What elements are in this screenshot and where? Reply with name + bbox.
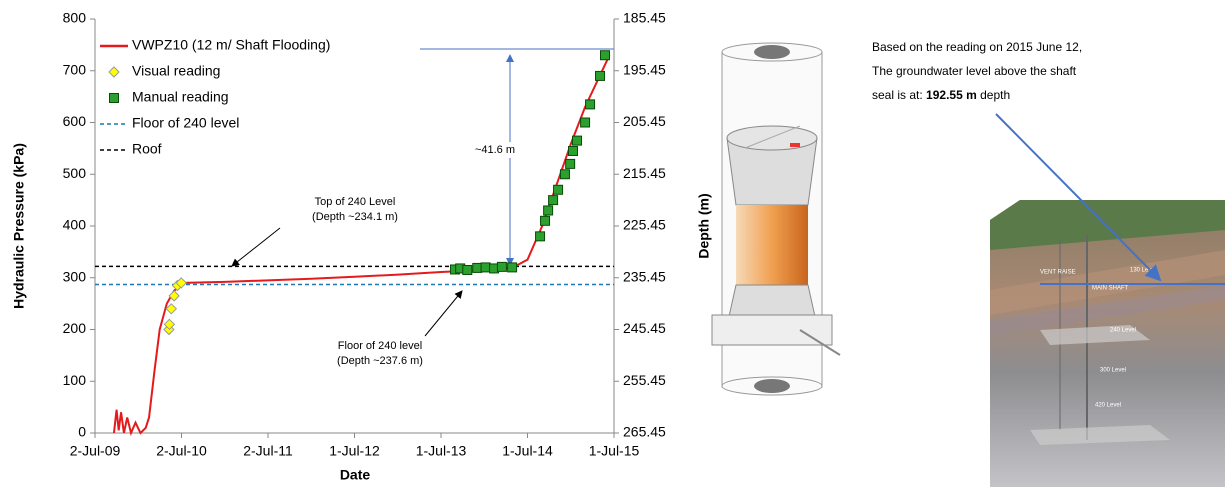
x-tick-label: 1-Jul-12	[329, 443, 380, 459]
annotation: (Depth ~234.1 m)	[312, 211, 398, 223]
y2-tick-label: 205.45	[623, 113, 666, 129]
square-marker	[496, 261, 507, 272]
y2-tick-label: 235.45	[623, 268, 666, 284]
y-tick-label: 700	[63, 61, 87, 77]
square-marker	[599, 50, 610, 61]
y-tick-label: 800	[63, 10, 87, 26]
annotation: Floor of 240 level	[338, 340, 422, 352]
y-tick-label: 600	[63, 113, 87, 129]
diamond-marker	[163, 318, 176, 331]
annotation: ~41.6 m	[475, 144, 515, 156]
y2-axis-title: Depth (m)	[696, 193, 712, 258]
square-marker	[507, 262, 518, 273]
legend-swatch	[109, 93, 119, 103]
annotation: (Depth ~237.6 m)	[337, 355, 423, 367]
note-text: Based on the reading on 2015 June 12,	[872, 40, 1082, 54]
square-marker	[540, 215, 551, 226]
y2-tick-label: 225.45	[623, 217, 666, 233]
square-marker	[548, 195, 559, 206]
x-axis-title: Date	[340, 467, 371, 483]
x-tick-label: 2-Jul-09	[70, 443, 121, 459]
x-tick-label: 1-Jul-13	[416, 443, 467, 459]
y2-tick-label: 195.45	[623, 61, 666, 77]
y-tick-label: 500	[63, 165, 87, 181]
diagram-label: VENT RAISE	[1040, 270, 1076, 276]
y-tick-label: 400	[63, 217, 87, 233]
square-marker	[480, 262, 491, 273]
square-marker	[535, 231, 546, 242]
square-marker	[462, 264, 473, 275]
diamond-marker	[175, 277, 187, 289]
square-marker	[585, 99, 596, 110]
annotation-arrow	[424, 290, 463, 337]
y-axis-title: Hydraulic Pressure (kPa)	[11, 143, 27, 309]
note-text: The groundwater level above the shaft	[872, 64, 1077, 78]
note-arrow	[995, 113, 1162, 282]
note-value: 192.55 m	[926, 88, 977, 102]
y2-tick-label: 255.45	[623, 372, 666, 388]
diagram-label: MAIN SHAFT	[1092, 286, 1129, 292]
annotation-arrow	[231, 227, 281, 267]
shaft-illustration	[711, 42, 841, 396]
legend-swatch	[108, 66, 120, 78]
plot: 0 100 200 300 400 500 600 700 800 265.45 255.45 245…	[63, 10, 666, 459]
y-tick-label: 200	[63, 320, 87, 336]
note-text: seal is at: 192.55 m depth	[872, 88, 1010, 102]
square-marker	[580, 117, 591, 128]
y2-tick-label: 185.45	[623, 10, 666, 26]
square-marker	[595, 70, 606, 81]
diagram-label: 300 Level	[1100, 368, 1126, 374]
square-marker	[559, 169, 570, 180]
legend-label: Visual reading	[132, 63, 220, 79]
y-tick-label: 0	[78, 424, 86, 440]
diagram-label: 240 Level	[1110, 328, 1136, 334]
diamond-marker	[165, 303, 178, 315]
square-marker	[565, 158, 576, 169]
square-marker	[472, 262, 483, 273]
diagram-label: 130 Level	[1130, 268, 1156, 274]
diamond-marker	[168, 290, 180, 302]
label-bg	[472, 142, 542, 158]
diagram-label: 420 Level	[1095, 403, 1121, 409]
square-marker	[553, 184, 564, 195]
y2-tick-label: 245.45	[623, 320, 666, 336]
x-tick-label: 2-Jul-11	[243, 443, 293, 459]
x-tick-label: 2-Jul-10	[156, 443, 207, 459]
square-marker	[568, 145, 579, 156]
square-marker	[543, 205, 554, 216]
y-tick-label: 100	[63, 372, 87, 388]
mine-illustration: VENT RAISE MAIN SHAFT 130 Level 240 Leve…	[990, 200, 1225, 487]
data-line	[112, 54, 611, 437]
legend-label: Roof	[132, 141, 162, 157]
y-tick-label: 300	[63, 268, 87, 284]
y2-tick-label: 215.45	[623, 165, 666, 181]
x-tick-label: 1-Jul-14	[502, 443, 553, 459]
note-text: seal is at:	[872, 88, 923, 102]
legend-label: Manual reading	[132, 89, 229, 105]
square-marker	[572, 135, 583, 146]
annotation: Top of 240 Level	[315, 196, 396, 208]
y2-tick-label: 265.45	[623, 424, 666, 440]
legend-label: Floor of 240 level	[132, 115, 239, 131]
note-text: depth	[980, 88, 1010, 102]
x-tick-label: 1-Jul-15	[589, 443, 640, 459]
legend-label: VWPZ10 (12 m/ Shaft Flooding)	[132, 37, 330, 53]
